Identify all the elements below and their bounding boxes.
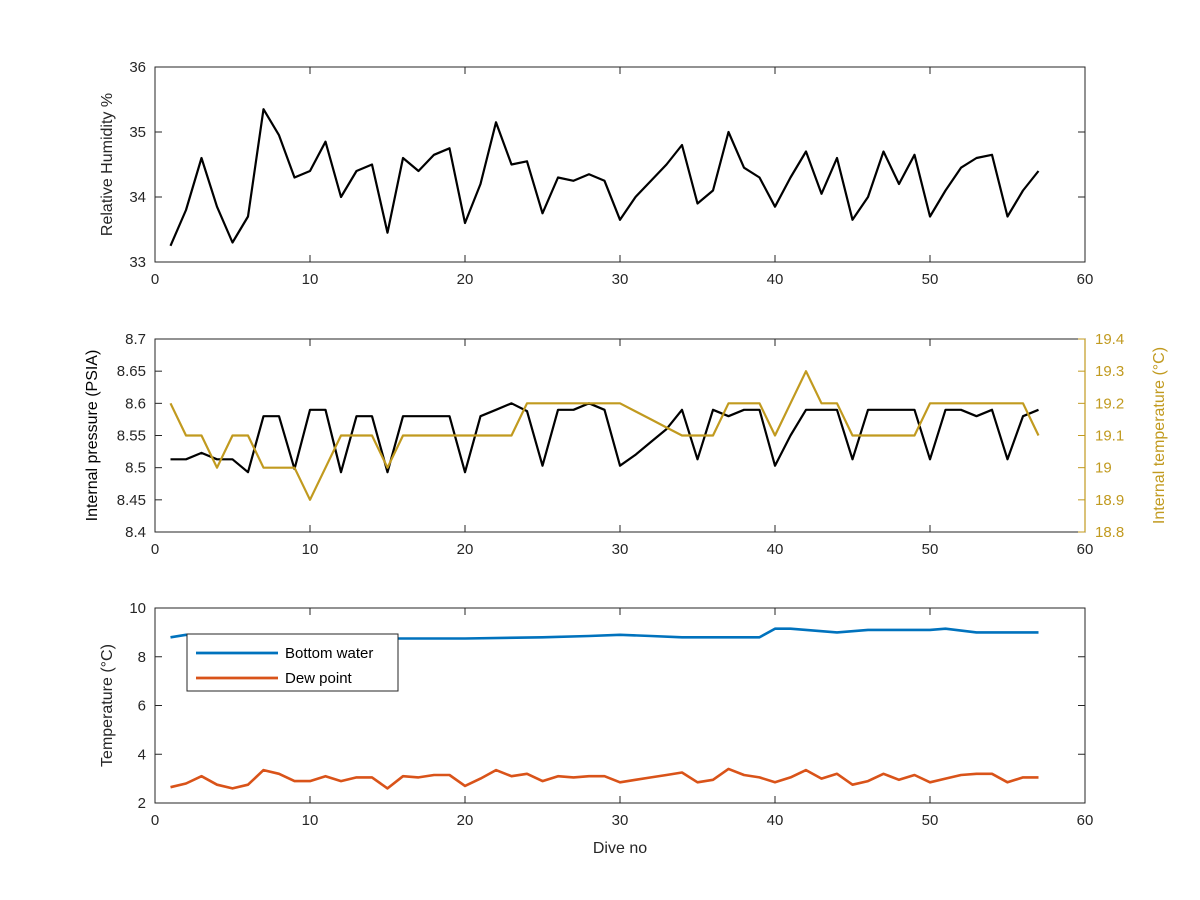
series-line-2-1	[170, 402, 1039, 474]
x-tick-label: 60	[1077, 541, 1094, 558]
axes-box	[154, 66, 1086, 263]
y2-tick-label: 18.8	[1095, 524, 1124, 541]
y-tick-label: 4	[138, 746, 146, 763]
y-tick-label: 2	[138, 795, 146, 812]
x-tick-label: 0	[151, 271, 159, 288]
y-tick-label: 8.45	[117, 492, 146, 509]
y-tick-label: 8.55	[117, 428, 146, 445]
y2-tick-label: 19.3	[1095, 363, 1124, 380]
x-tick-label: 30	[612, 541, 629, 558]
y-tick-label: 8.4	[125, 524, 146, 541]
y-axis-label: Temperature (°C)	[99, 644, 116, 767]
y2-tick-label: 19.1	[1095, 428, 1124, 445]
y2-tick-label: 19.2	[1095, 395, 1124, 412]
x-tick-label: 20	[457, 812, 474, 829]
x-tick-label: 0	[151, 541, 159, 558]
x-tick-label: 50	[922, 271, 939, 288]
x-axis-label: Dive no	[593, 840, 647, 857]
y-tick-label: 34	[129, 189, 146, 206]
x-tick-label: 10	[302, 541, 319, 558]
legend-entry: Bottom water	[285, 645, 373, 662]
x-tick-label: 60	[1077, 812, 1094, 829]
x-tick-label: 20	[457, 541, 474, 558]
subplot-1: 0 10 20 30 40 50 60 33 34 35 36 Relative Humidity %	[99, 59, 1093, 288]
y2-tick-label: 19	[1095, 460, 1112, 477]
x-tick-label: 30	[612, 271, 629, 288]
x-tick-label: 30	[612, 812, 629, 829]
legend: Bottom water Dew point	[186, 633, 399, 692]
legend-box	[186, 633, 399, 692]
y-tick-label: 8.5	[125, 460, 146, 477]
y-tick-label: 8.6	[125, 395, 146, 412]
subplot-2: 0 10 20 30 40 50 60 8.4 8.45 8.5 8.55 8.6 8.65 8.7 18.…	[84, 331, 1168, 558]
y-tick-label: 35	[129, 124, 146, 141]
series-line-1-1	[169, 108, 1040, 247]
y-tick-label: 6	[138, 698, 146, 715]
y-tick-label: 8	[138, 649, 146, 666]
x-tick-label: 40	[767, 812, 784, 829]
x-tick-label: 20	[457, 271, 474, 288]
y-tick-label: 8.7	[125, 331, 146, 348]
x-tick-label: 50	[922, 812, 939, 829]
y2-tick-label: 19.4	[1095, 331, 1124, 348]
series-line-3-2	[170, 767, 1039, 790]
y-tick-label: 33	[129, 254, 146, 271]
x-tick-label: 50	[922, 541, 939, 558]
x-tick-label: 0	[151, 812, 159, 829]
x-tick-label: 40	[767, 271, 784, 288]
series-line-2-2	[169, 370, 1040, 501]
y-tick-label: 36	[129, 59, 146, 76]
axes-box	[154, 338, 1086, 533]
legend-entry: Dew point	[285, 670, 353, 687]
y-tick-label: 8.65	[117, 363, 146, 380]
y-axis-label: Internal pressure (PSIA)	[84, 350, 101, 522]
subplot-3: 0 10 20 30 40 50 60 2 4 6 8 10 Temperature (°C) Dive …	[99, 600, 1093, 857]
y-tick-label: 10	[129, 600, 146, 617]
x-tick-label: 60	[1077, 271, 1094, 288]
y-axis-label: Relative Humidity %	[99, 93, 116, 236]
y2-axis-label: Internal temperature (°C)	[1151, 347, 1168, 524]
y2-tick-label: 18.9	[1095, 492, 1124, 509]
x-tick-label: 40	[767, 541, 784, 558]
x-tick-label: 10	[302, 812, 319, 829]
x-tick-label: 10	[302, 271, 319, 288]
